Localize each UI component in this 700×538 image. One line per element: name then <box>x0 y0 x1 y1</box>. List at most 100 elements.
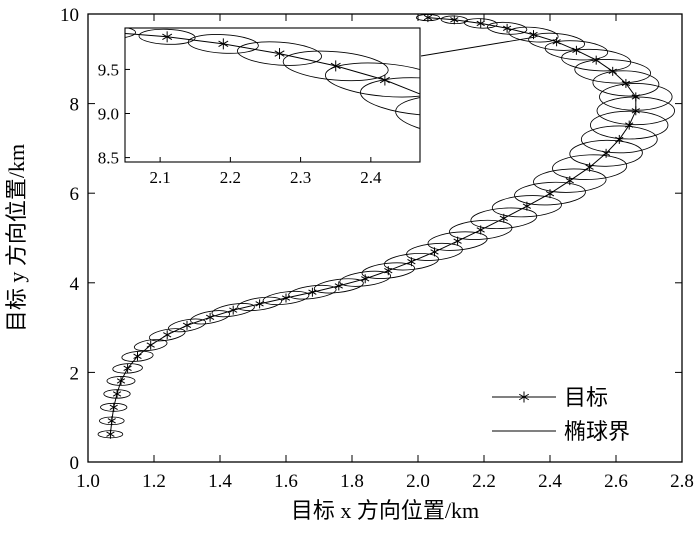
target-marker <box>514 269 524 275</box>
error-ellipse <box>121 350 154 362</box>
target-marker <box>146 342 155 348</box>
inset-x-tick-label: 2.3 <box>290 168 311 187</box>
target-marker <box>106 30 116 36</box>
x-tick-label: 2.0 <box>406 471 430 492</box>
error-ellipse <box>133 339 168 352</box>
target-marker <box>334 283 343 289</box>
target-marker <box>366 376 376 382</box>
inset-connector-line <box>420 36 536 57</box>
error-ellipse <box>17 491 135 534</box>
target-marker <box>116 378 126 384</box>
target-marker <box>106 30 116 36</box>
target-marker <box>112 391 122 397</box>
target-marker <box>169 470 179 476</box>
error-ellipse <box>237 41 322 66</box>
target-marker <box>450 324 460 330</box>
target-marker <box>22 528 32 534</box>
target-marker <box>408 351 418 357</box>
target-marker <box>631 94 640 100</box>
target-marker <box>500 135 510 141</box>
x-tick-label: 2.6 <box>604 471 628 492</box>
error-ellipse <box>486 21 528 35</box>
y-tick-label: 6 <box>70 184 80 205</box>
target-marker <box>366 376 376 382</box>
target-marker <box>71 510 81 516</box>
error-ellipse <box>237 296 283 312</box>
x-tick-label: 1.6 <box>274 471 298 492</box>
x-tick-label: 1.8 <box>340 471 364 492</box>
target-marker <box>123 365 132 372</box>
error-ellipse <box>375 300 535 354</box>
inset-y-tick-label: 8.5 <box>98 149 119 168</box>
error-ellipse <box>262 290 310 306</box>
inset-y-tick-label: 9.0 <box>98 105 119 124</box>
y-tick-label: 2 <box>70 363 80 384</box>
y-tick-label: 4 <box>70 274 80 295</box>
x-tick-label: 2.4 <box>538 471 562 492</box>
target-marker <box>205 314 215 320</box>
target-marker <box>572 47 581 53</box>
error-ellipse <box>155 427 291 473</box>
error-ellipse <box>383 252 439 271</box>
error-ellipse <box>288 284 337 300</box>
plot-frame <box>87 13 683 463</box>
y-tick-label: 10 <box>60 5 79 26</box>
error-ellipse <box>201 403 344 452</box>
y-tick-label: 8 <box>70 95 80 116</box>
target-marker <box>549 213 559 219</box>
target-marker <box>361 276 370 282</box>
error-ellipse <box>552 154 628 181</box>
target-marker <box>330 62 341 70</box>
target-marker <box>422 94 432 100</box>
target-marker <box>631 108 640 114</box>
target-marker <box>268 425 278 431</box>
target-marker <box>549 213 559 219</box>
error-ellipse <box>533 168 607 193</box>
target-marker <box>552 39 561 45</box>
target-marker <box>528 159 538 165</box>
error-ellipse <box>335 328 491 379</box>
target-marker <box>274 50 285 57</box>
target-marker <box>317 401 327 407</box>
error-ellipse <box>112 363 143 374</box>
target-marker <box>120 491 130 497</box>
target-marker <box>109 404 118 411</box>
target-marker <box>281 295 291 301</box>
x-tick-label: 1.2 <box>142 471 166 492</box>
target-marker <box>608 68 617 75</box>
target-marker <box>585 164 594 170</box>
target-marker <box>308 289 317 295</box>
error-ellipse <box>569 139 643 167</box>
target-marker <box>500 135 510 141</box>
target-marker <box>163 332 172 338</box>
target-marker <box>601 150 611 157</box>
target-marker <box>133 353 142 359</box>
target-marker <box>218 40 229 48</box>
target-marker <box>407 259 416 265</box>
inset-series <box>0 28 636 538</box>
target-marker <box>422 94 432 100</box>
inset-frame <box>124 27 421 163</box>
target-marker <box>528 159 538 165</box>
error-ellipse <box>190 310 231 325</box>
error-ellipse <box>528 32 585 51</box>
target-marker <box>592 57 601 63</box>
y-axis-label: 目标 y 方向位置/km <box>4 144 29 332</box>
target-marker <box>535 241 545 247</box>
target-marker <box>169 470 179 476</box>
error-ellipse <box>167 318 207 333</box>
error-ellipse <box>0 526 33 538</box>
target-marker <box>615 136 624 143</box>
target-marker <box>476 227 485 233</box>
target-marker <box>120 491 130 497</box>
error-ellipse <box>514 181 586 206</box>
target-marker <box>476 20 485 27</box>
error-ellipse <box>471 188 636 243</box>
target-marker <box>514 269 524 275</box>
error-ellipse <box>361 262 415 279</box>
target-marker <box>162 33 173 40</box>
error-ellipse <box>491 195 562 218</box>
ellipsoid-boundaries <box>0 28 636 538</box>
